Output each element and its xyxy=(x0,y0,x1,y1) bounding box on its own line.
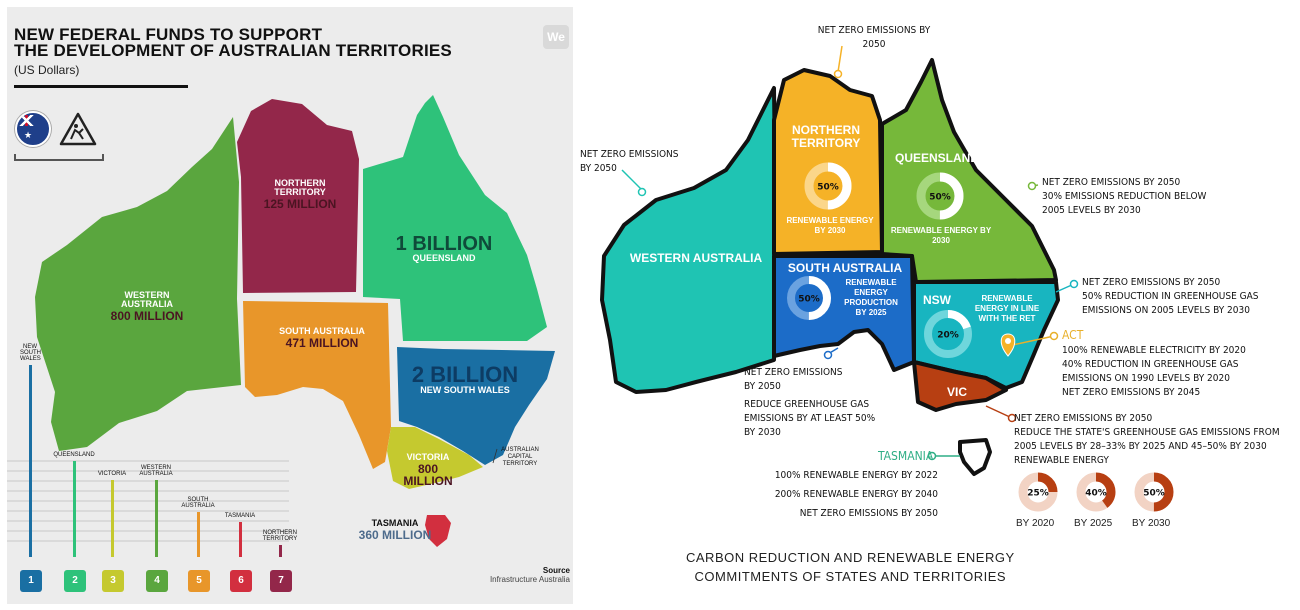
act-label: ACT xyxy=(1062,328,1084,342)
vic-ring-by-2020: 25% xyxy=(1018,472,1058,512)
bar-label: SOUTH AUSTRALIA xyxy=(181,496,215,509)
region-south-australia xyxy=(243,301,391,469)
label-western-australia: WESTERN AUSTRALIA 800 MILLION xyxy=(110,290,184,323)
bar-state-number: 7 xyxy=(270,570,292,592)
region-vic-emissions xyxy=(912,360,1008,412)
callout-nt: NET ZERO EMISSIONS BY 2050 xyxy=(817,25,931,50)
bar-label: NEW SOUTH WALES xyxy=(20,344,41,362)
callout-act: 100% RENEWABLE ELECTRICITY BY 2020 40% R… xyxy=(1062,345,1246,398)
title-line-2: THE DEVELOPMENT OF AUSTRALIAN TERRITORIE… xyxy=(14,41,452,60)
nt-ring-chart: 50% xyxy=(804,162,852,210)
label-nt-emissions: NORTHERN TERRITORY xyxy=(791,123,861,150)
svg-text:50%: 50% xyxy=(1143,489,1165,499)
icon-bracket xyxy=(14,154,104,161)
bar-victoria xyxy=(111,480,114,557)
region-victoria xyxy=(387,427,483,489)
callout-sa: NET ZERO EMISSIONS BY 2050 REDUCE GREENH… xyxy=(744,367,876,438)
label-act: AUSTRALIAN CAPITAL TERRITORY xyxy=(501,447,539,467)
bar-south-australia xyxy=(197,511,200,557)
region-new-south-wales xyxy=(397,347,555,465)
svg-text:50%: 50% xyxy=(798,295,820,305)
bar-label: QUEENSLAND xyxy=(53,452,95,458)
region-queensland xyxy=(363,95,547,341)
callout-vic: NET ZERO EMISSIONS BY 2050 REDUCE THE ST… xyxy=(1014,413,1280,466)
bar-label: VICTORIA xyxy=(97,471,127,478)
bar-label: TASMANIA xyxy=(224,513,256,520)
vic-ring-by-2030: 50% xyxy=(1134,472,1174,512)
bar-western-australia xyxy=(155,480,158,557)
funding-bar-chart: NEW SOUTH WALES 1 QUEENSLAND 2 VICTORIA 3 WEST… xyxy=(7,342,307,604)
bar-queensland xyxy=(73,461,76,557)
emissions-infographic: 50% 50% 50% 20% 25% 40% 50% NORTHERN TERRITORY… xyxy=(576,0,1300,610)
bar-state-number: 3 xyxy=(102,570,124,592)
label-new-south-wales: 2 BILLION NEW SOUTH WALES xyxy=(411,362,519,395)
svg-text:40%: 40% xyxy=(1085,489,1107,499)
bar-label: WESTERN AUSTRALIA xyxy=(139,465,173,478)
svg-text:50%: 50% xyxy=(929,193,951,203)
bar-state-number: 2 xyxy=(64,570,86,592)
vic-ring-label: BY 2025 xyxy=(1074,518,1113,529)
callout-wa: NET ZERO EMISSIONS BY 2050 xyxy=(580,149,679,174)
label-qld-emissions: QUEENSLAND xyxy=(894,151,979,165)
nt-renewable-note: RENEWABLE ENERGY BY 2030 xyxy=(786,216,874,235)
tasmania-label: TASMANIA xyxy=(878,449,934,463)
title-line-1: NEW FEDERAL FUNDS TO SUPPORT xyxy=(14,25,323,44)
brand-logo: We xyxy=(543,25,569,49)
label-sa-emissions: SOUTH AUSTRALIA xyxy=(787,261,903,275)
label-northern-territory: NORTHERN TERRITORY 125 MILLION xyxy=(263,178,337,211)
callout-tasmania: 100% RENEWABLE ENERGY BY 2022 200% RENEW… xyxy=(774,470,938,519)
page-title: NEW FEDERAL FUNDS TO SUPPORT THE DEVELOP… xyxy=(14,25,452,60)
bar-tasmania xyxy=(239,522,242,557)
nsw-renewable-note: RENEWABLE ENERGY IN LINE WITH THE RET xyxy=(974,294,1040,323)
emissions-map: 50% 50% 50% 20% 25% 40% 50% xyxy=(600,45,1174,512)
callout-qld: NET ZERO EMISSIONS BY 2050 30% EMISSIONS… xyxy=(1042,177,1207,216)
roadwork-sign-icon xyxy=(59,111,97,147)
region-tas-emissions xyxy=(958,438,992,476)
svg-text:50%: 50% xyxy=(817,183,839,193)
australia-flag-icon xyxy=(15,111,51,147)
qld-renewable-note: RENEWABLE ENERGY BY 2030 xyxy=(890,226,992,245)
svg-text:20%: 20% xyxy=(937,331,959,341)
qld-ring-chart: 50% xyxy=(916,172,964,220)
funding-map xyxy=(7,95,555,547)
region-western-australia xyxy=(35,117,241,451)
bar-new-south-wales xyxy=(29,365,32,557)
nsw-ring-chart: 20% xyxy=(924,310,972,358)
region-wa-emissions xyxy=(600,86,778,394)
act-pin-icon xyxy=(1000,333,1016,357)
bar-state-number: 5 xyxy=(188,570,210,592)
region-qld-emissions xyxy=(880,58,1058,284)
bottom-title: CARBON REDUCTION AND RENEWABLE ENERGY CO… xyxy=(686,550,1015,584)
bar-state-number: 4 xyxy=(146,570,168,592)
bar-state-number: 6 xyxy=(230,570,252,592)
label-nsw-emissions: NSW xyxy=(923,293,951,307)
svg-text:25%: 25% xyxy=(1027,489,1049,499)
vic-ring-label: BY 2030 xyxy=(1132,518,1171,529)
sa-ring-chart: 50% xyxy=(787,276,831,320)
region-nt-emissions xyxy=(772,68,884,256)
source-note: Source Infrastructure Australia xyxy=(489,566,570,584)
funding-infographic: NEW FEDERAL FUNDS TO SUPPORT THE DEVELOP… xyxy=(7,7,573,604)
bar-northern-territory xyxy=(279,545,282,557)
icon-row xyxy=(15,111,97,147)
sa-renewable-note: RENEWABLE ENERGY PRODUCTION BY 2025 xyxy=(844,278,898,317)
vic-ring-by-2025: 40% xyxy=(1076,472,1116,512)
label-wa-emissions: WESTERN AUSTRALIA xyxy=(629,251,763,265)
region-tasmania xyxy=(425,515,451,547)
subtitle: (US Dollars) xyxy=(14,63,80,77)
title-divider xyxy=(14,85,188,88)
label-tasmania: TASMANIA 360 MILLION xyxy=(358,518,432,542)
label-queensland: 1 BILLION QUEENSLAND xyxy=(395,233,493,263)
callout-nsw: NET ZERO EMISSIONS BY 2050 50% REDUCTION… xyxy=(1082,277,1259,316)
label-victoria: VICTORIA 800 MILLION xyxy=(403,452,453,488)
bar-label: NORTHERN TERRITORY xyxy=(262,530,298,542)
bar-state-number: 1 xyxy=(20,570,42,592)
label-south-australia: SOUTH AUSTRALIA 471 MILLION xyxy=(279,326,365,350)
label-vic-emissions: VIC xyxy=(946,385,967,399)
region-northern-territory xyxy=(237,99,359,293)
vic-ring-label: BY 2020 xyxy=(1016,518,1055,529)
